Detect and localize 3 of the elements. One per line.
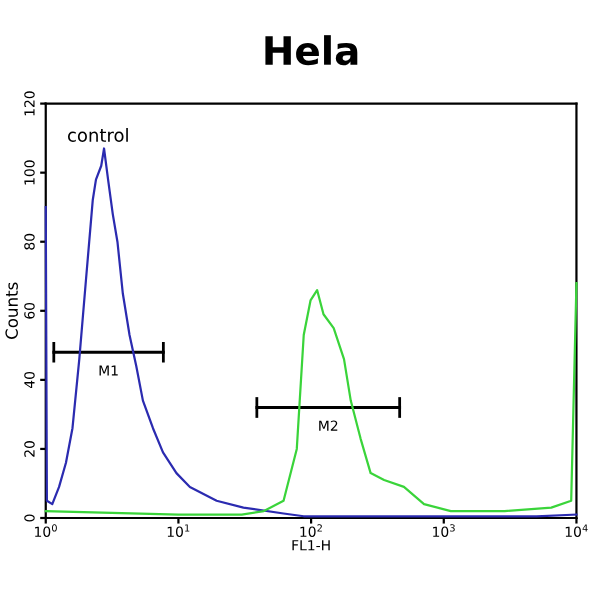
y-axis-title: Counts [5,282,18,339]
chart-title: Hela [265,35,358,66]
annotation: control [67,128,128,142]
